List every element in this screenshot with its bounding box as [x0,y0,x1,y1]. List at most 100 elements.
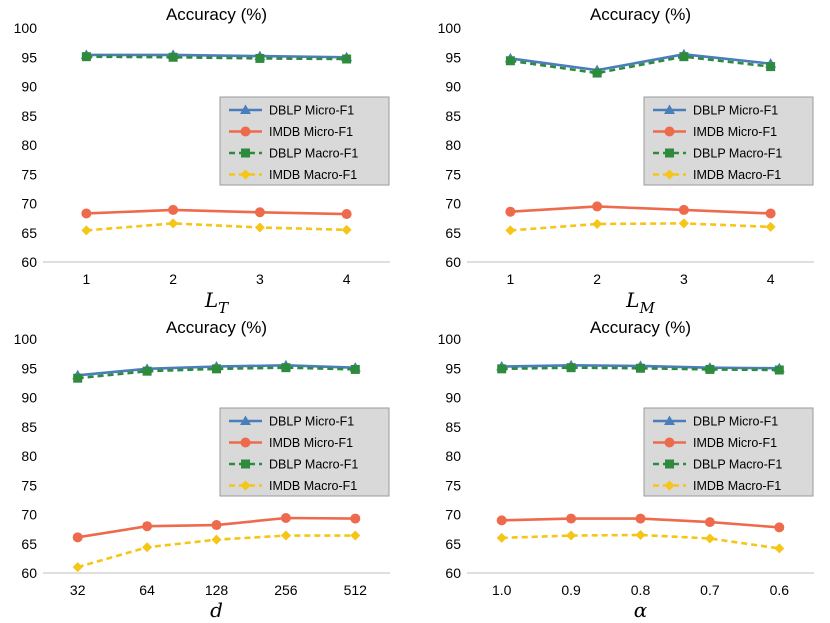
series-imdb-micro-f1 [496,513,785,533]
data-point [592,201,603,212]
data-point [496,515,507,526]
series-line [86,222,347,232]
data-point [678,218,689,229]
legend-swatch-marker [240,126,251,137]
legend-swatch-marker [664,415,675,425]
series-line [501,366,780,372]
x-axis-label: d [210,598,223,622]
data-point [705,364,715,374]
data-point [497,364,507,374]
data-point [72,532,83,543]
legend-swatch-marker [664,480,675,491]
legend-label: DBLP Micro-F1 [269,415,354,429]
chart-title: Accuracy (%) [166,318,267,337]
legend-label: DBLP Macro-F1 [693,147,782,161]
legend-swatch-marker [240,480,251,491]
series-line [510,55,771,75]
data-point [168,204,179,215]
series-line [501,533,780,550]
series-imdb-macro-f1 [81,218,352,236]
legend-swatch-marker [664,126,675,137]
data-point [142,542,153,553]
data-point [81,52,91,62]
data-point [211,534,222,545]
data-point [168,52,178,62]
y-tick-label: 65 [445,536,461,552]
y-tick-label: 75 [445,166,461,182]
data-point [704,533,715,544]
y-tick-label: 70 [445,507,461,523]
data-point [341,209,352,220]
x-tick-label: 0.7 [700,582,720,598]
series-line [86,55,347,61]
y-tick-label: 60 [445,254,461,270]
y-tick-label: 80 [21,448,37,464]
x-tick-label: 4 [343,271,351,287]
x-axis-label: LT [204,288,229,317]
legend-label: DBLP Macro-F1 [693,458,782,472]
legend-box [219,96,390,186]
y-tick-label: 85 [445,419,461,435]
legend-label: IMDB Micro-F1 [269,436,353,450]
legend-swatch-marker [664,169,675,180]
data-point [592,68,602,78]
chart-title: Accuracy (%) [590,318,691,337]
x-tick-label: 3 [680,271,688,287]
data-point [678,204,689,215]
x-axis-label: LM [625,288,655,317]
data-point [280,530,291,541]
y-tick-label: 60 [21,565,37,581]
x-tick-label: 32 [70,582,86,598]
y-tick-label: 100 [438,20,462,36]
legend-swatch-marker [240,104,251,114]
data-point [142,366,152,376]
data-point [168,218,179,229]
legend-label: DBLP Macro-F1 [269,458,358,472]
x-tick-label: 2 [593,271,601,287]
data-point [566,363,576,373]
data-point [81,225,92,236]
data-point [72,562,83,573]
legend-swatch-marker [241,459,250,469]
legend-label: IMDB Macro-F1 [269,479,357,493]
data-point [254,207,265,218]
legend-swatch-marker [664,104,675,114]
x-tick-label: 1 [506,271,514,287]
x-tick-label: 4 [767,271,775,287]
x-tick-label: 64 [139,582,155,598]
legend-label: IMDB Macro-F1 [269,168,357,182]
x-tick-label: 1.0 [492,582,512,598]
y-tick-label: 95 [445,360,461,376]
x-tick-label: 128 [205,582,229,598]
y-tick-label: 75 [21,477,37,493]
series-dblp-macro-f1 [81,52,352,64]
data-point [505,56,515,66]
data-point [281,363,291,373]
series-dblp-macro-f1 [505,52,776,78]
chart-panel-4: Accuracy (%) 60 65 70 75 80 85 90 95 100 1.0 0.9 0.8… [438,318,814,622]
series-imdb-micro-f1 [72,513,361,543]
series-line [86,53,347,59]
y-tick-label: 100 [438,331,462,347]
x-axis-label: α [634,598,648,622]
data-point [350,364,360,374]
y-tick-label: 75 [445,477,461,493]
series-dblp-macro-f1 [497,363,784,375]
data-point [81,208,92,219]
data-point [73,373,83,383]
y-tick-label: 100 [14,20,38,36]
data-point [341,224,352,235]
data-point [350,513,361,524]
series-imdb-micro-f1 [81,204,352,220]
data-point [774,522,785,533]
data-point [255,53,265,63]
data-point [254,222,265,233]
y-tick-label: 90 [21,390,37,406]
data-point [142,521,153,532]
x-tick-label: 1 [82,271,90,287]
legend-swatch-marker [665,148,674,158]
y-tick-label: 95 [445,49,461,65]
legend-label: DBLP Micro-F1 [693,415,778,429]
series-line [510,222,771,232]
